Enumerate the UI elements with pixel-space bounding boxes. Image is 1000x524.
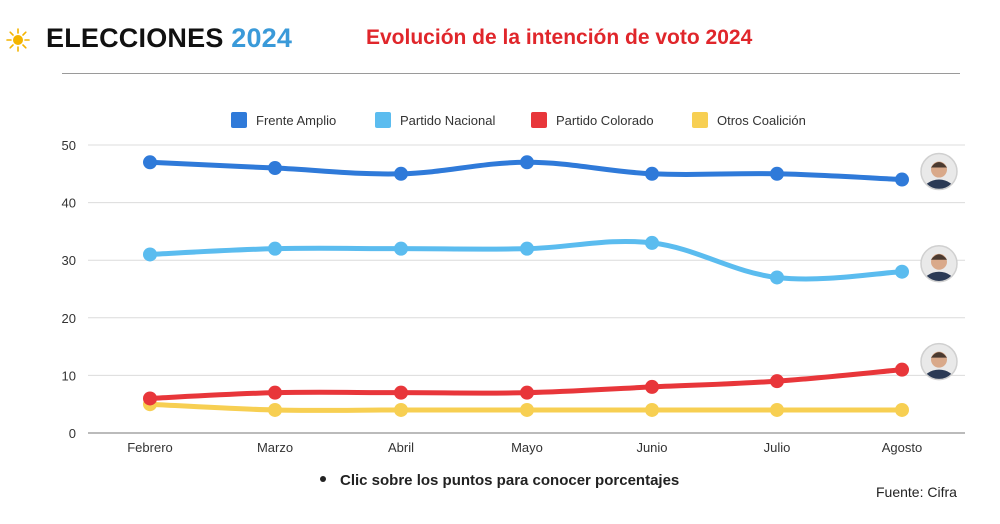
data-point[interactable] [895, 172, 909, 187]
brand-year: 2024 [231, 23, 293, 53]
legend-swatch [692, 112, 708, 128]
legend-item[interactable]: Frente Amplio [231, 112, 336, 128]
click-hint: Clic sobre los puntos para conocer porce… [320, 472, 679, 489]
avatar-image [921, 343, 957, 380]
avatar-image [921, 245, 957, 282]
brand-main: ELECCIONES [46, 23, 224, 53]
data-point[interactable] [770, 166, 784, 181]
legend-label: Partido Colorado [556, 113, 654, 128]
data-point[interactable] [895, 402, 909, 417]
legend-label: Frente Amplio [256, 113, 336, 128]
click-hint-text: Clic sobre los puntos para conocer porce… [340, 472, 680, 489]
data-point[interactable] [394, 402, 408, 417]
x-tick-label: Marzo [257, 440, 293, 455]
data-point[interactable] [268, 402, 282, 417]
data-point[interactable] [394, 166, 408, 181]
y-tick-label: 0 [69, 426, 76, 441]
y-tick-label: 40 [62, 196, 76, 211]
data-point[interactable] [394, 241, 408, 256]
data-point[interactable] [143, 247, 157, 262]
candidate-avatar[interactable] [920, 342, 958, 394]
x-tick-label: Junio [636, 440, 667, 455]
data-point[interactable] [143, 155, 157, 170]
data-point[interactable] [520, 155, 534, 170]
sun-icon [6, 28, 30, 52]
legend-swatch [531, 112, 547, 128]
legend-label: Otros Coalición [717, 113, 806, 128]
avatar-hair [931, 254, 947, 260]
legend-swatch [375, 112, 391, 128]
y-tick-label: 50 [62, 138, 76, 153]
data-point[interactable] [520, 402, 534, 417]
brand-logo: ELECCIONES 2024 [46, 23, 292, 54]
legend-label: Partido Nacional [400, 113, 495, 128]
legend-item[interactable]: Partido Colorado [531, 112, 654, 128]
avatar-shoulders [923, 179, 955, 190]
x-tick-label: Mayo [511, 440, 543, 455]
source-label: Fuente: Cifra [876, 484, 957, 500]
avatar-hair [931, 352, 947, 358]
data-point[interactable] [520, 385, 534, 400]
y-tick-label: 20 [62, 311, 76, 326]
data-point[interactable] [770, 270, 784, 285]
data-point[interactable] [895, 264, 909, 279]
avatar-shoulders [923, 369, 955, 380]
avatar-border [920, 152, 958, 191]
data-point[interactable] [770, 402, 784, 417]
y-tick-label: 10 [62, 368, 76, 383]
candidate-avatar[interactable] [920, 244, 958, 296]
data-point[interactable] [268, 241, 282, 256]
page-title: Evolución de la intención de voto 2024 [366, 26, 753, 49]
avatar-image [921, 153, 957, 190]
avatar-hair [931, 162, 947, 168]
data-point[interactable] [645, 166, 659, 181]
data-point[interactable] [645, 402, 659, 417]
data-point[interactable] [268, 385, 282, 400]
avatar-border [920, 342, 958, 381]
data-point[interactable] [268, 161, 282, 176]
data-point[interactable] [645, 379, 659, 394]
data-point[interactable] [770, 374, 784, 389]
data-point[interactable] [394, 385, 408, 400]
data-point[interactable] [645, 235, 659, 250]
x-tick-label: Julio [764, 440, 791, 455]
data-point[interactable] [895, 362, 909, 377]
data-point[interactable] [520, 241, 534, 256]
avatar-shoulders [923, 271, 955, 282]
data-point[interactable] [143, 391, 157, 406]
header: ELECCIONES 2024 Evolución de la intenció… [0, 0, 1000, 76]
bullet [320, 476, 326, 483]
header-divider [62, 73, 960, 74]
candidate-avatar[interactable] [920, 152, 958, 204]
legend-item[interactable]: Partido Nacional [375, 112, 495, 128]
avatar-border [920, 244, 958, 283]
x-tick-label: Febrero [127, 440, 173, 455]
legend-swatch [231, 112, 247, 128]
x-tick-label: Agosto [882, 440, 922, 455]
x-tick-label: Abril [388, 440, 414, 455]
y-tick-label: 30 [62, 253, 76, 268]
legend-item[interactable]: Otros Coalición [692, 112, 806, 128]
